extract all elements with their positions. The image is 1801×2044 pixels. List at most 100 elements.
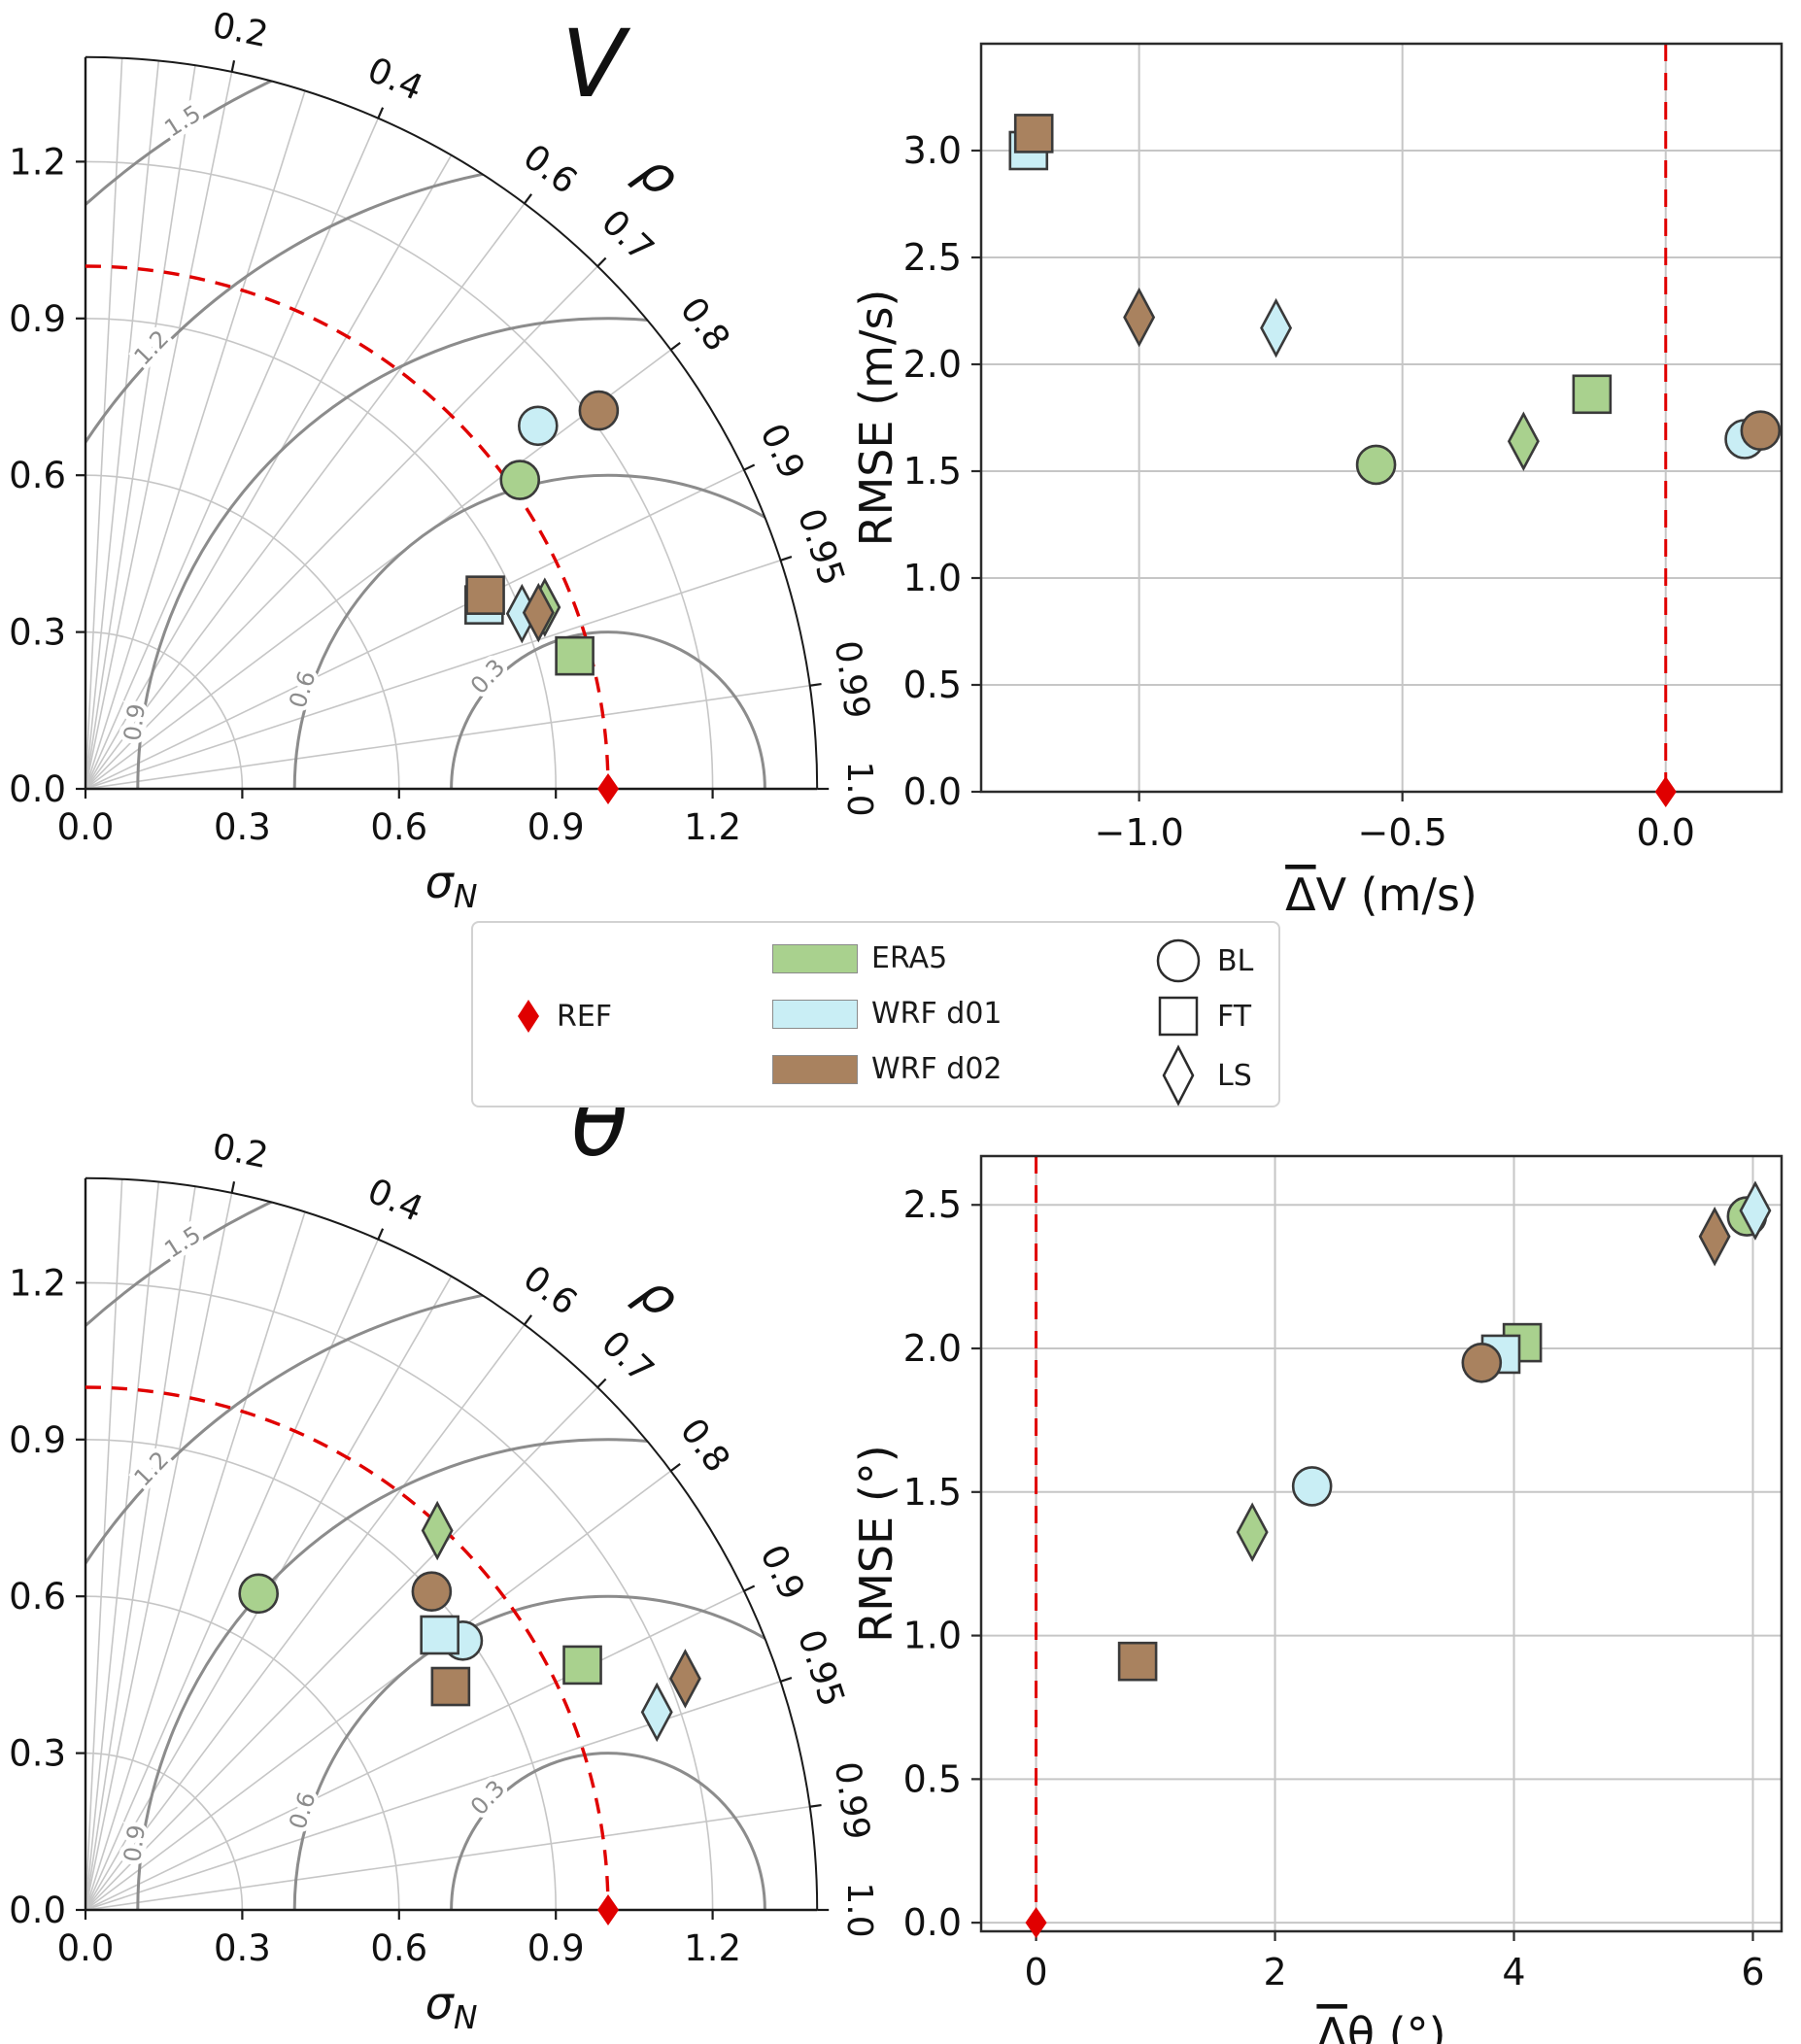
svg-text:1.2: 1.2 [9,141,66,183]
taylor-marker-wrf-d01-ls [640,1682,673,1743]
scatter-marker-wrf-d02-ls [1123,287,1156,348]
figure-legend: REF ERA5 WRF d01 WRF d02 BL FT LS [471,921,1280,1107]
svg-text:0.0: 0.0 [57,806,115,848]
legend-item-wrf-d02: WRF d02 [772,1052,1002,1086]
era5-swatch-icon [772,943,858,973]
legend-label-ls: LS [1217,1058,1252,1093]
wrf-d02-swatch-icon [772,1054,858,1084]
taylor-marker-era5-ft [562,1645,602,1686]
taylor-marker-wrf-d01-bl [518,405,559,447]
scatter-marker-wrf-d02-bl [1461,1343,1503,1383]
taylor-marker-era5-ft [555,635,595,676]
ref-marker [597,773,619,804]
svg-text:0.9: 0.9 [9,1419,66,1461]
scatter-marker-era5-ft [1572,374,1613,415]
x-axis-label: ΔV (m/s) [1285,869,1478,921]
svg-text:0.5: 0.5 [903,664,962,706]
svg-text:0.9: 0.9 [527,806,585,848]
legend-item-ft: FT [1153,991,1251,1041]
taylor-markers [464,390,620,676]
reference-sigma-arc [85,1385,610,1911]
legend-item-wrf-d01: WRF d01 [772,997,1002,1031]
taylor-marker-wrf-d02-ls [522,582,555,643]
svg-text:6: 6 [1741,1951,1764,1993]
sigma-axis-label: σN [425,856,478,915]
svg-text:1.0: 1.0 [839,1882,879,1937]
svg-text:1.5: 1.5 [903,1471,962,1514]
svg-text:1.0: 1.0 [903,557,962,599]
scatter-axes: 0 2 4 6 0.0 0.5 1.0 1.5 2.0 2.5 Δθ (°) RMSE (°) [850,1154,1784,2044]
legend-label-ref: REF [557,999,613,1034]
svg-text:1.0: 1.0 [903,1615,962,1657]
taylor-marker-wrf-d02-bl [578,390,620,431]
svg-text:0.9: 0.9 [527,1927,585,1969]
panel-title-v: V [561,10,626,119]
svg-text:0.9: 0.9 [9,298,66,340]
svg-text:4: 4 [1502,1951,1525,1993]
svg-text:0.8: 0.8 [672,290,737,358]
rho-axis-label: ρ [626,1262,692,1329]
svg-text:0.6: 0.6 [516,137,584,202]
svg-text:0.8: 0.8 [672,1412,737,1480]
scatter-marker-era5-bl [1355,444,1397,486]
svg-text:2.0: 2.0 [903,1327,962,1370]
taylor-marker-wrf-d02-bl [411,1571,453,1613]
svg-text:0.3: 0.3 [9,612,66,654]
svg-text:−1.0: −1.0 [1094,811,1183,854]
ref-marker [1654,776,1677,807]
svg-text:0: 0 [1024,1951,1047,1993]
svg-text:0.6: 0.6 [370,1927,427,1969]
svg-text:−0.5: −0.5 [1358,811,1447,854]
svg-text:1.5: 1.5 [159,1221,205,1264]
scatter-marker-era5-ls [1236,1502,1269,1562]
svg-text:2.0: 2.0 [903,343,962,386]
taylor-markers [238,1500,701,1743]
svg-text:0.9: 0.9 [119,1823,151,1864]
scatter-marker-wrf-d02-ls [1698,1207,1731,1267]
svg-text:0.5: 0.5 [903,1757,962,1800]
scatter-marker-wrf-d02-bl [1740,410,1782,452]
scatter-plot-theta: 0 2 4 6 0.0 0.5 1.0 1.5 2.0 2.5 Δθ (°) RMSE (°) [850,1154,1784,2044]
scatter-markers [1117,1180,1772,1682]
svg-text:0.9: 0.9 [752,1539,812,1606]
svg-text:0.3: 0.3 [214,1927,271,1969]
wrf-d01-swatch-icon [772,999,858,1029]
scatter-marker-wrf-d02-ft [1117,1641,1158,1682]
svg-text:0.6: 0.6 [9,1576,66,1618]
svg-text:0.3: 0.3 [465,1775,511,1821]
svg-text:1.5: 1.5 [159,100,205,143]
svg-text:0.6: 0.6 [9,455,66,496]
ls-diamond-icon [1162,1044,1195,1107]
ref-diamond-icon [518,1000,539,1033]
svg-text:2.5: 2.5 [903,1183,962,1226]
svg-text:0.95: 0.95 [790,1625,852,1712]
svg-text:0.3: 0.3 [214,806,271,848]
svg-text:0.9: 0.9 [119,702,151,743]
ref-marker [597,1894,619,1925]
legend-item-ls: LS [1153,1043,1252,1107]
scatter-marker-era5-ls [1507,411,1540,471]
svg-text:0.9: 0.9 [752,418,812,485]
rho-axis-label: ρ [626,141,692,208]
scatter-axes: −1.0 −0.5 0.0 0.0 0.5 1.0 1.5 2.0 2.5 3.0 ΔV (m/s)… [850,42,1784,921]
legend-label-ft: FT [1217,999,1252,1034]
svg-text:0.2: 0.2 [209,1127,271,1177]
scatter-plot-v: −1.0 −0.5 0.0 0.0 0.5 1.0 1.5 2.0 2.5 3.0 ΔV (m/s)… [850,42,1784,921]
svg-text:0.3: 0.3 [465,654,511,699]
svg-text:0.6: 0.6 [516,1258,584,1323]
svg-text:0.0: 0.0 [903,770,962,813]
svg-text:1.2: 1.2 [684,1927,741,1969]
x-axis-label: Δθ (°) [1316,2008,1445,2044]
sigma-arc-gridlines [85,160,714,790]
legend-label-wrf-d01: WRF d01 [871,997,1002,1031]
svg-text:0.0: 0.0 [9,768,66,810]
svg-text:0.4: 0.4 [361,1172,428,1230]
svg-text:1.2: 1.2 [129,325,175,371]
taylor-marker-wrf-d02-ft [430,1666,471,1707]
svg-text:0.99: 0.99 [827,638,877,721]
svg-text:0.4: 0.4 [361,51,428,109]
svg-text:2: 2 [1263,1951,1286,1993]
taylor-marker-wrf-d01-ft [420,1615,459,1655]
svg-text:0.6: 0.6 [370,806,427,848]
